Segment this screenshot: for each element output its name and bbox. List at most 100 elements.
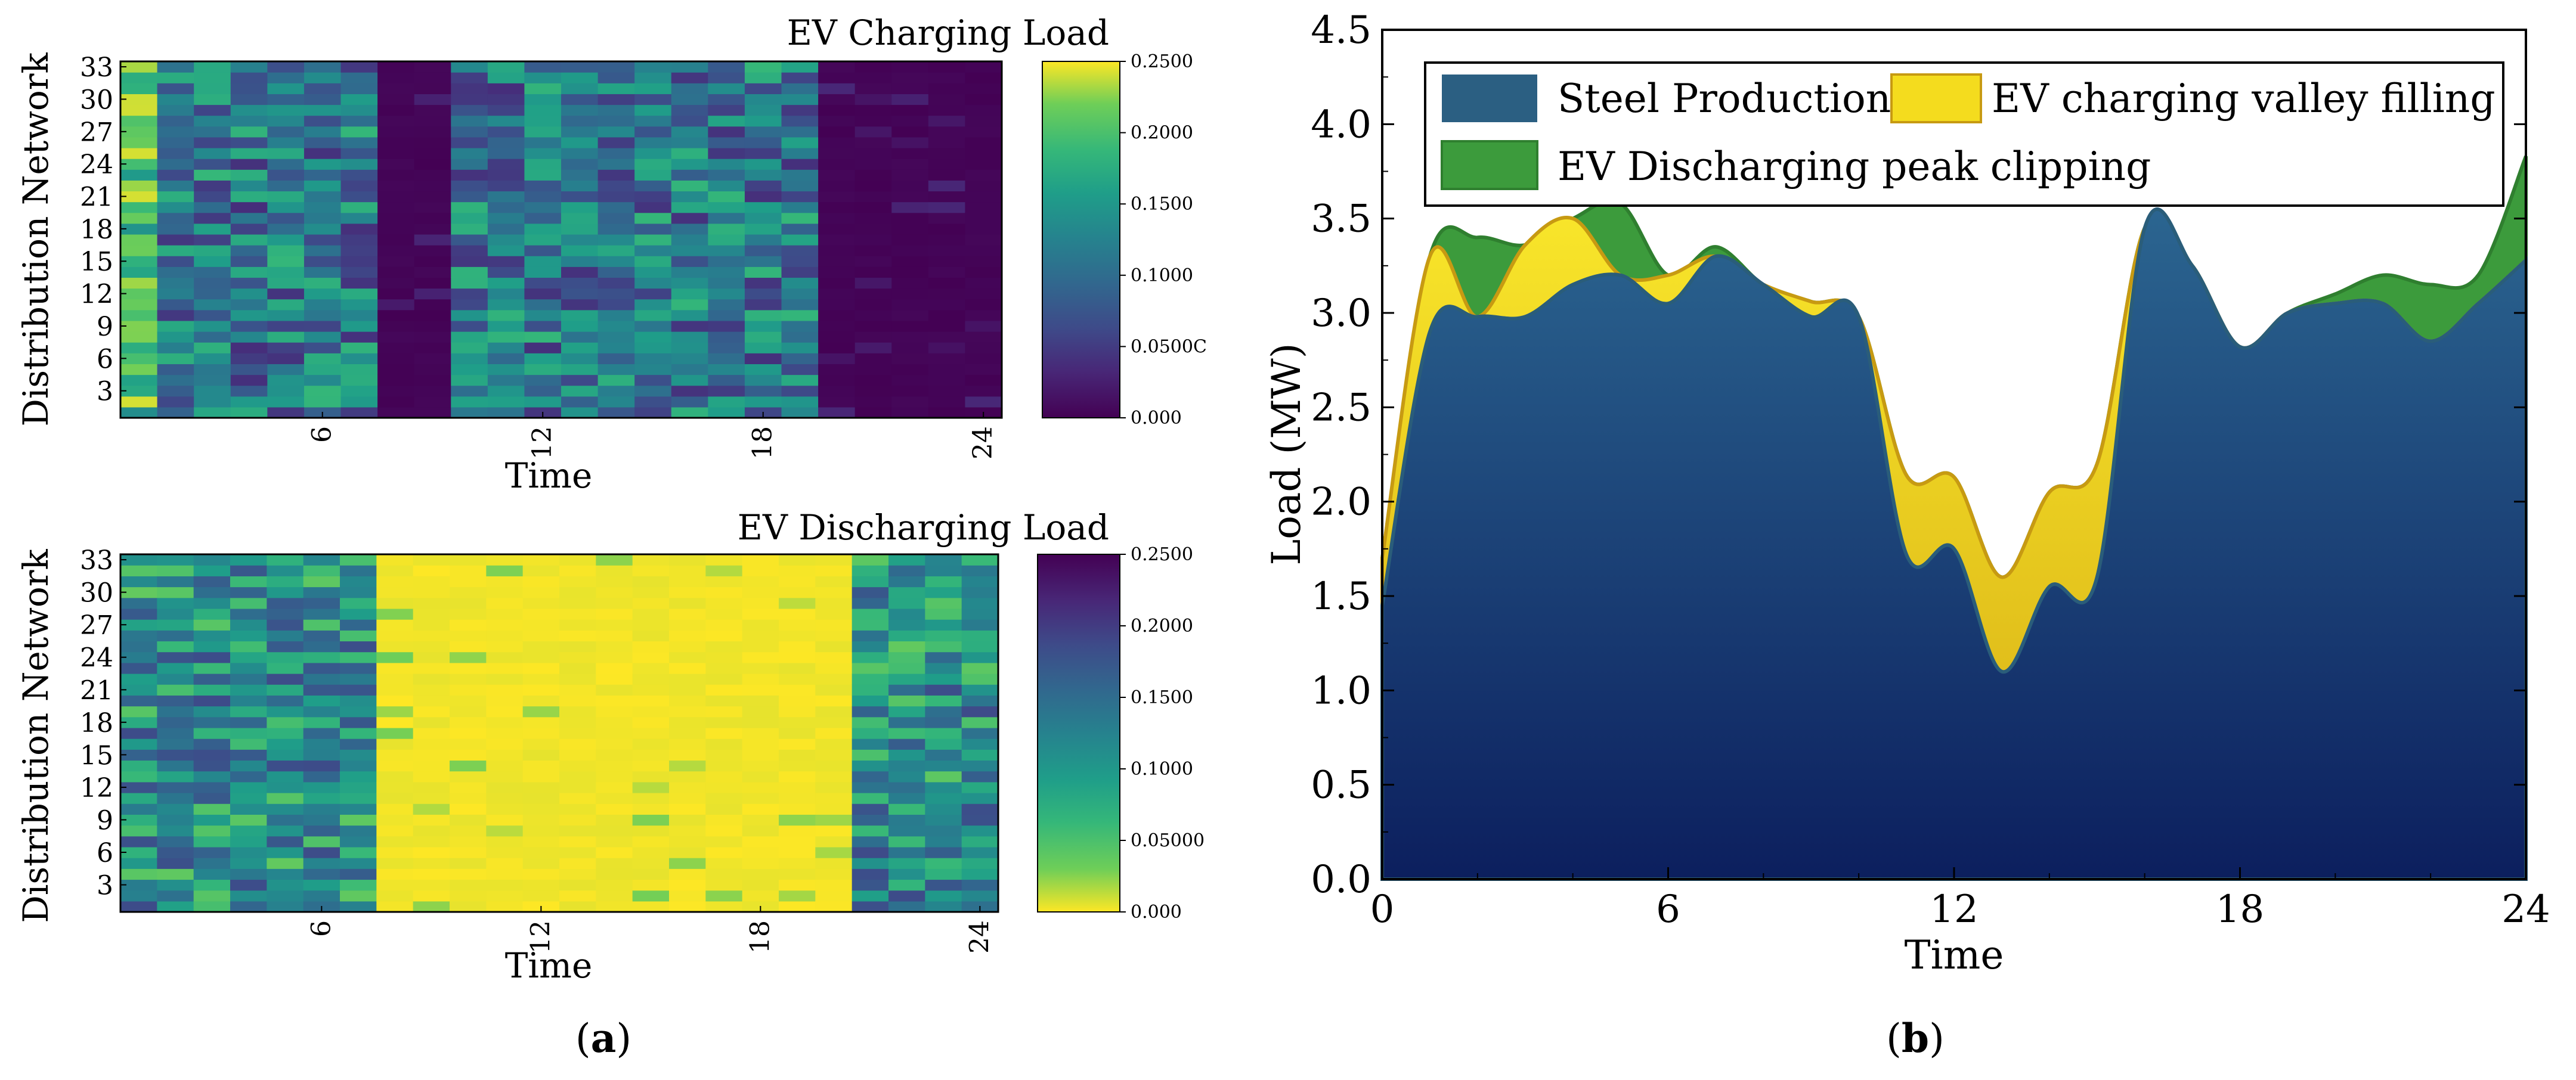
- heat-cell: [303, 814, 340, 826]
- heat-cell: [230, 771, 267, 783]
- heat-cell: [451, 245, 488, 256]
- heat-cell: [414, 374, 451, 386]
- heat-cell: [561, 396, 599, 408]
- heat-cell: [120, 727, 157, 739]
- heat-cell: [157, 565, 194, 576]
- heat-cell: [340, 277, 378, 289]
- heat-cell: [522, 890, 560, 902]
- y-tick-label: 3: [97, 377, 113, 407]
- heat-cell: [815, 695, 853, 707]
- heat-cell: [413, 716, 450, 728]
- heat-cell: [157, 288, 194, 300]
- heat-cell: [120, 662, 157, 674]
- heat-cell: [451, 331, 488, 343]
- heat-cell: [854, 104, 892, 116]
- heat-cell: [376, 727, 414, 739]
- heat-cell: [818, 320, 856, 332]
- heat-cell: [120, 288, 158, 300]
- heat-cell: [561, 180, 599, 192]
- heat-cell: [597, 256, 635, 267]
- heat-cell: [634, 309, 672, 321]
- heat-cell: [377, 374, 415, 386]
- heat-cell: [705, 901, 743, 913]
- heat-cell: [891, 104, 929, 116]
- y-tick-label: 18: [80, 708, 113, 738]
- heat-cell: [928, 266, 966, 278]
- heat-cell: [376, 890, 414, 902]
- heat-cell: [597, 83, 635, 94]
- heat-cell: [157, 245, 194, 256]
- heat-cell: [961, 771, 999, 783]
- heat-cell: [742, 586, 779, 598]
- heat-cell: [120, 147, 158, 159]
- heat-cell: [854, 72, 892, 83]
- heat-cell: [377, 212, 415, 224]
- heat-cell: [230, 72, 268, 83]
- heat-cell: [522, 641, 560, 653]
- heat-cell: [340, 147, 378, 159]
- heat-cell: [961, 608, 999, 620]
- heat-cell: [928, 201, 966, 213]
- heat-cell: [888, 695, 925, 707]
- heat-cell: [524, 266, 562, 278]
- heat-cell: [744, 385, 782, 397]
- heat-cell: [818, 288, 856, 300]
- heat-cell: [522, 597, 560, 609]
- heat-cell: [193, 695, 231, 707]
- heat-cell: [634, 136, 672, 148]
- heat-cell: [965, 180, 1002, 192]
- y-tick-label: 2.0: [1311, 480, 1371, 525]
- heat-cell: [522, 695, 560, 707]
- y-tick-label: 3.0: [1311, 291, 1371, 336]
- heat-cell: [965, 61, 1002, 73]
- heat-cell: [925, 727, 962, 739]
- heat-cell: [193, 651, 231, 663]
- heat-cell: [596, 814, 633, 826]
- y-tick-label: 3: [97, 871, 113, 901]
- heat-cell: [413, 825, 450, 837]
- charging-colorbar: [1042, 61, 1120, 418]
- heat-cell: [742, 554, 779, 566]
- heat-cell: [669, 793, 706, 804]
- heat-cell: [487, 245, 525, 256]
- heat-cell: [596, 630, 633, 642]
- heat-cell: [340, 727, 377, 739]
- heat-cell: [267, 706, 304, 718]
- heat-cell: [781, 406, 819, 418]
- heat-cell: [559, 695, 596, 707]
- heat-cell: [632, 771, 670, 783]
- heat-cell: [852, 608, 889, 620]
- heat-cell: [230, 385, 268, 397]
- heat-cell: [742, 608, 779, 620]
- heat-cell: [632, 597, 670, 609]
- heat-cell: [596, 597, 633, 609]
- heat-cell: [486, 836, 524, 848]
- heat-cell: [303, 825, 340, 837]
- charging-x-ticks: 6 12 18 24: [307, 412, 998, 460]
- heat-cell: [596, 781, 633, 793]
- heat-cell: [671, 212, 708, 224]
- heat-cell: [596, 727, 633, 739]
- heat-cell: [451, 406, 488, 418]
- heat-cell: [854, 223, 892, 235]
- heat-cell: [486, 641, 524, 653]
- heat-cell: [779, 662, 816, 674]
- heat-cell: [303, 771, 340, 783]
- heat-cell: [925, 706, 962, 718]
- heat-cell: [596, 565, 633, 576]
- heat-cell: [561, 72, 599, 83]
- heat-cell: [303, 554, 340, 566]
- heat-cell: [961, 825, 999, 837]
- heat-cell: [708, 104, 745, 116]
- heat-cell: [487, 136, 525, 148]
- heat-cell: [891, 277, 929, 289]
- heat-cell: [487, 147, 525, 159]
- heat-cell: [742, 825, 779, 837]
- heat-cell: [230, 245, 268, 256]
- heat-cell: [559, 727, 596, 739]
- heat-cell: [561, 331, 599, 343]
- heat-cell: [818, 396, 856, 408]
- heat-cell: [708, 353, 745, 364]
- heat-cell: [779, 771, 816, 783]
- heat-cell: [303, 586, 340, 598]
